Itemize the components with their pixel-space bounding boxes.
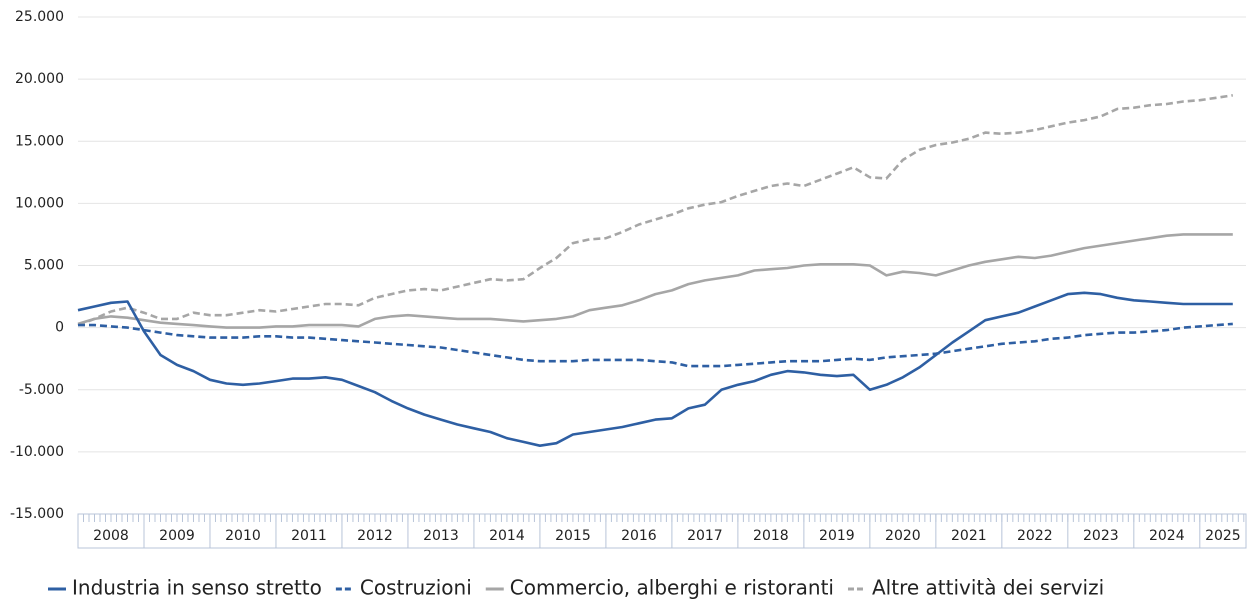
y-tick-label: 5.000 [24,258,64,274]
x-tick-label: 2024 [1149,528,1185,544]
x-tick-label: 2011 [291,528,327,544]
x-tick-label: 2014 [489,528,525,544]
y-tick-label: -10.000 [10,444,64,460]
x-tick-label: 2010 [225,528,261,544]
x-tick-label: 2023 [1083,528,1119,544]
x-tick-label: 2019 [819,528,855,544]
x-tick-label: 2012 [357,528,393,544]
legend-label: Industria in senso stretto [72,576,322,600]
x-tick-label: 2015 [555,528,591,544]
y-tick-label: 10.000 [15,195,64,211]
series-line [78,322,1233,368]
x-tick-label: 2016 [621,528,657,544]
series-line [77,233,1233,329]
series-line [77,291,1233,447]
x-tick-label: 2022 [1017,528,1053,544]
x-tick-label: 2017 [687,528,723,544]
y-tick-label: 15.000 [15,133,64,149]
x-tick-label: 2021 [951,528,987,544]
y-tick-label: -5.000 [19,382,64,398]
legend-label: Commercio, alberghi e ristoranti [510,576,834,600]
y-tick-label: 25.000 [15,9,64,25]
x-tick-label: 2008 [93,528,129,544]
x-tick-label: 2025 [1205,528,1241,544]
x-tick-label: 2009 [159,528,195,544]
y-tick-label: -15.000 [10,506,64,522]
legend-label: Altre attività dei servizi [872,576,1104,600]
x-tick-label: 2018 [753,528,789,544]
x-tick-label: 2013 [423,528,459,544]
y-tick-label: 0 [55,320,64,336]
legend-label: Costruzioni [360,576,472,600]
y-tick-label: 20.000 [15,71,64,87]
series-line [77,94,1233,327]
x-tick-label: 2020 [885,528,921,544]
